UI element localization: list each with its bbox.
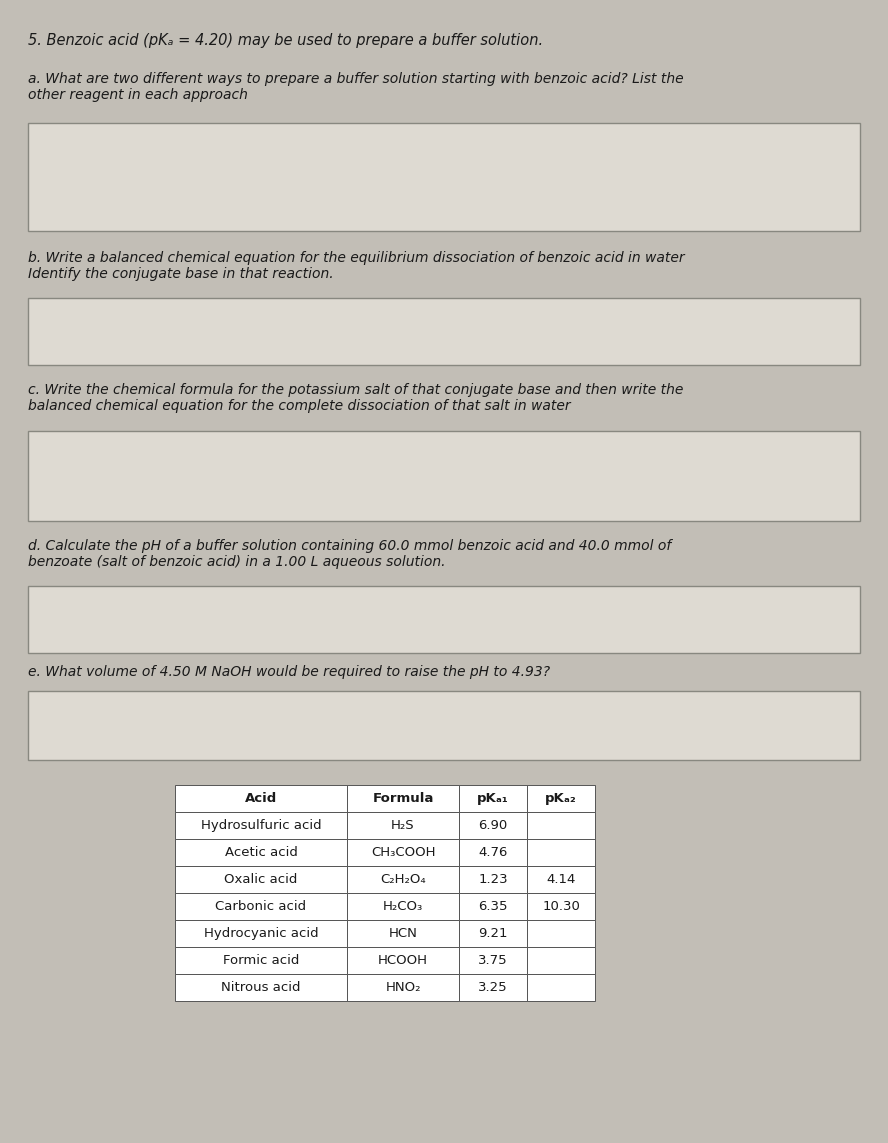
Text: H₂CO₃: H₂CO₃ xyxy=(383,900,423,913)
FancyBboxPatch shape xyxy=(28,692,860,760)
FancyBboxPatch shape xyxy=(527,974,595,1001)
Text: 10.30: 10.30 xyxy=(542,900,580,913)
Text: HCOOH: HCOOH xyxy=(378,954,428,967)
FancyBboxPatch shape xyxy=(347,866,459,893)
FancyBboxPatch shape xyxy=(527,839,595,866)
FancyBboxPatch shape xyxy=(527,920,595,948)
Text: pKₐ₁: pKₐ₁ xyxy=(477,792,509,805)
FancyBboxPatch shape xyxy=(459,785,527,812)
Text: 1.23: 1.23 xyxy=(478,873,508,886)
FancyBboxPatch shape xyxy=(175,893,347,920)
Text: Nitrous acid: Nitrous acid xyxy=(221,981,301,994)
FancyBboxPatch shape xyxy=(459,866,527,893)
Text: 4.14: 4.14 xyxy=(546,873,575,886)
FancyBboxPatch shape xyxy=(28,298,860,365)
Text: pKₐ₂: pKₐ₂ xyxy=(545,792,577,805)
FancyBboxPatch shape xyxy=(527,812,595,839)
Text: Formic acid: Formic acid xyxy=(223,954,299,967)
FancyBboxPatch shape xyxy=(28,586,860,653)
Text: 6.90: 6.90 xyxy=(479,820,508,832)
FancyBboxPatch shape xyxy=(347,812,459,839)
FancyBboxPatch shape xyxy=(459,974,527,1001)
Text: HCN: HCN xyxy=(389,927,417,940)
FancyBboxPatch shape xyxy=(347,839,459,866)
FancyBboxPatch shape xyxy=(347,974,459,1001)
Text: 4.76: 4.76 xyxy=(479,846,508,860)
Text: Acetic acid: Acetic acid xyxy=(225,846,297,860)
Text: Oxalic acid: Oxalic acid xyxy=(225,873,297,886)
FancyBboxPatch shape xyxy=(459,893,527,920)
Text: CH₃COOH: CH₃COOH xyxy=(371,846,435,860)
Text: 9.21: 9.21 xyxy=(479,927,508,940)
FancyBboxPatch shape xyxy=(459,948,527,974)
Text: b. Write a balanced chemical equation for the equilibrium dissociation of benzoi: b. Write a balanced chemical equation fo… xyxy=(28,251,685,281)
FancyBboxPatch shape xyxy=(527,785,595,812)
Text: Hydrocyanic acid: Hydrocyanic acid xyxy=(203,927,318,940)
Text: Hydrosulfuric acid: Hydrosulfuric acid xyxy=(201,820,321,832)
FancyBboxPatch shape xyxy=(347,785,459,812)
Text: e. What volume of 4.50 M NaOH would be required to raise the pH to 4.93?: e. What volume of 4.50 M NaOH would be r… xyxy=(28,665,551,679)
FancyBboxPatch shape xyxy=(28,123,860,231)
Text: 3.75: 3.75 xyxy=(478,954,508,967)
Text: H₂S: H₂S xyxy=(392,820,415,832)
Text: HNO₂: HNO₂ xyxy=(385,981,421,994)
FancyBboxPatch shape xyxy=(347,948,459,974)
FancyBboxPatch shape xyxy=(527,948,595,974)
FancyBboxPatch shape xyxy=(175,839,347,866)
FancyBboxPatch shape xyxy=(459,839,527,866)
FancyBboxPatch shape xyxy=(175,785,347,812)
Text: 3.25: 3.25 xyxy=(478,981,508,994)
Text: C₂H₂O₄: C₂H₂O₄ xyxy=(380,873,426,886)
FancyBboxPatch shape xyxy=(175,866,347,893)
FancyBboxPatch shape xyxy=(175,948,347,974)
Text: a. What are two different ways to prepare a buffer solution starting with benzoi: a. What are two different ways to prepar… xyxy=(28,72,684,102)
Text: Acid: Acid xyxy=(245,792,277,805)
FancyBboxPatch shape xyxy=(175,920,347,948)
FancyBboxPatch shape xyxy=(347,893,459,920)
FancyBboxPatch shape xyxy=(175,974,347,1001)
FancyBboxPatch shape xyxy=(347,920,459,948)
Text: Formula: Formula xyxy=(372,792,433,805)
FancyBboxPatch shape xyxy=(527,866,595,893)
Text: Carbonic acid: Carbonic acid xyxy=(216,900,306,913)
FancyBboxPatch shape xyxy=(28,431,860,521)
Text: 6.35: 6.35 xyxy=(479,900,508,913)
Text: d. Calculate the pH of a buffer solution containing 60.0 mmol benzoic acid and 4: d. Calculate the pH of a buffer solution… xyxy=(28,539,671,569)
FancyBboxPatch shape xyxy=(459,812,527,839)
FancyBboxPatch shape xyxy=(459,920,527,948)
FancyBboxPatch shape xyxy=(527,893,595,920)
Text: c. Write the chemical formula for the potassium salt of that conjugate base and : c. Write the chemical formula for the po… xyxy=(28,383,684,414)
FancyBboxPatch shape xyxy=(175,812,347,839)
Text: 5. Benzoic acid (pKₐ = 4.20) may be used to prepare a buffer solution.: 5. Benzoic acid (pKₐ = 4.20) may be used… xyxy=(28,33,543,48)
